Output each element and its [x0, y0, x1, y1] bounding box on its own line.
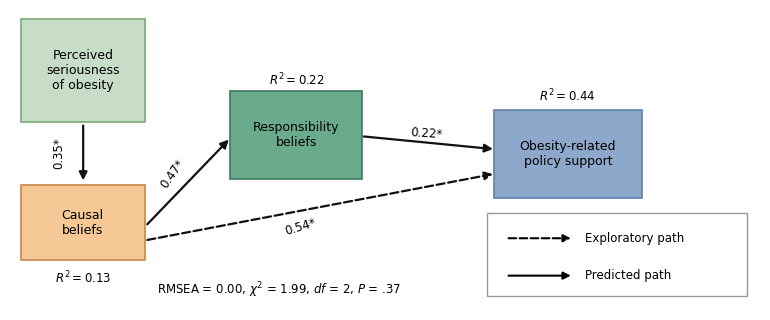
Text: $R^2 = 0.22$: $R^2 = 0.22$: [269, 72, 324, 88]
Text: 0.47*: 0.47*: [158, 157, 186, 191]
Text: Obesity-related
policy support: Obesity-related policy support: [520, 140, 616, 168]
FancyBboxPatch shape: [494, 110, 641, 198]
FancyBboxPatch shape: [21, 185, 145, 260]
Text: Perceived
seriousness
of obesity: Perceived seriousness of obesity: [46, 49, 119, 92]
Text: Predicted path: Predicted path: [585, 269, 671, 282]
Text: Exploratory path: Exploratory path: [585, 232, 685, 245]
Text: 0.54*: 0.54*: [283, 217, 318, 238]
Text: Causal
beliefs: Causal beliefs: [62, 209, 104, 237]
FancyBboxPatch shape: [230, 91, 363, 179]
Text: RMSEA = 0.00, $\chi^2$ = 1.99, $\mathit{df}$ = 2, $P$ = .37: RMSEA = 0.00, $\chi^2$ = 1.99, $\mathit{…: [157, 280, 401, 300]
Text: $R^2 = 0.44$: $R^2 = 0.44$: [539, 87, 596, 104]
FancyBboxPatch shape: [487, 213, 747, 296]
Text: 0.35*: 0.35*: [52, 137, 65, 169]
Text: 0.22*: 0.22*: [410, 126, 443, 141]
Text: $R^2 = 0.13$: $R^2 = 0.13$: [55, 269, 111, 286]
FancyBboxPatch shape: [21, 19, 145, 122]
Text: Responsibility
beliefs: Responsibility beliefs: [253, 121, 340, 149]
